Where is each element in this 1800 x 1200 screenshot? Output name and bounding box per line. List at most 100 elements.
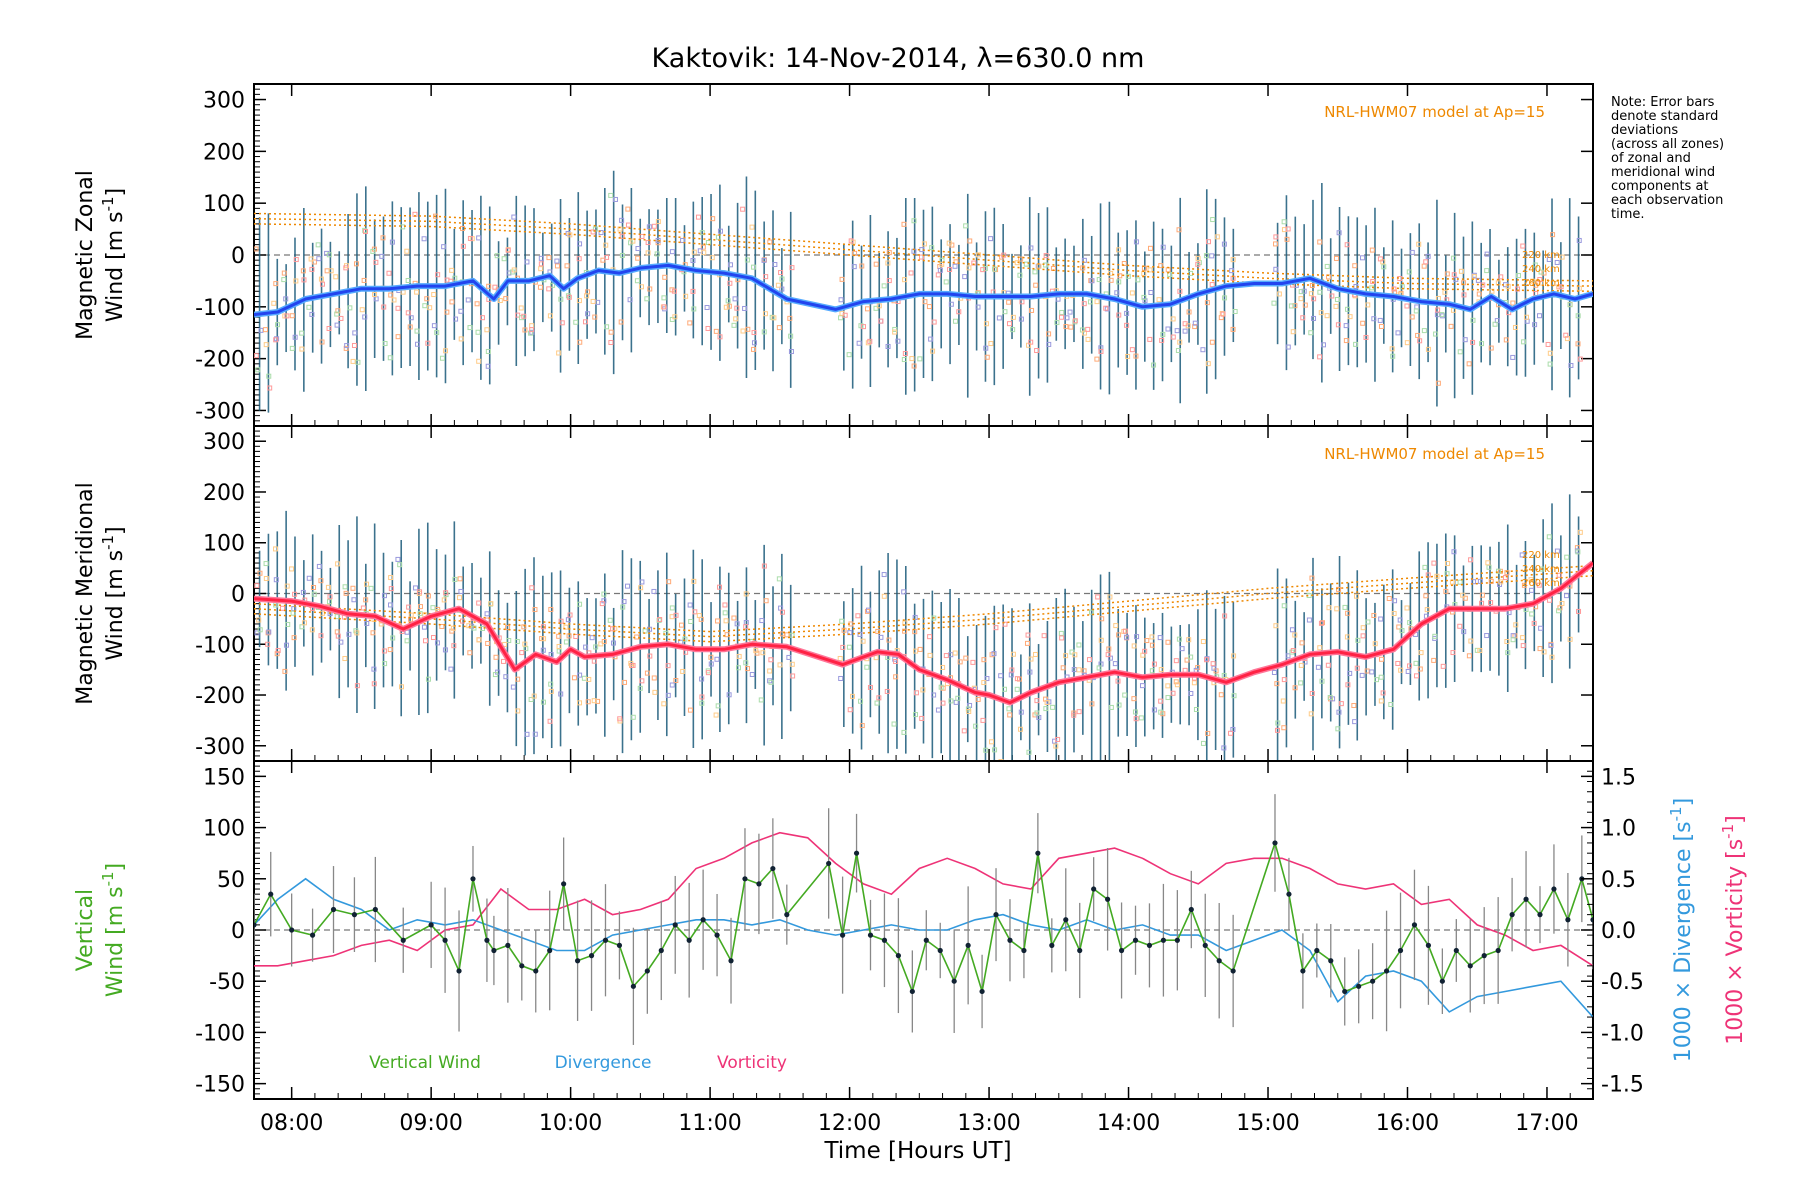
zone-wind-sample: [1492, 321, 1498, 327]
zone-wind-sample: [1575, 313, 1581, 319]
zone-wind-sample: [1018, 709, 1024, 715]
zone-wind-sample: [300, 268, 306, 274]
vertical-wind-point: [630, 983, 636, 989]
zone-wind-sample: [1417, 666, 1423, 672]
zone-wind-sample: [1087, 657, 1093, 663]
zone-wind-sample: [434, 640, 440, 646]
zone-wind-sample: [1336, 230, 1342, 236]
zone-wind-sample: [338, 315, 344, 321]
hwm-model-label: NRL-HWM07 model at Ap=15: [1324, 445, 1545, 463]
zone-wind-sample: [1498, 274, 1504, 280]
zone-wind-sample: [387, 355, 393, 361]
meridional-wind-panel: 300 200 100 0 -100 -200 -300 Magnetic Meridiona…: [73, 425, 1594, 762]
zone-wind-sample: [388, 586, 394, 592]
zone-wind-sample: [1232, 309, 1238, 315]
vertical-wind-point: [505, 942, 511, 948]
zone-wind-sample: [1191, 680, 1197, 686]
zone-wind-sample: [1141, 265, 1147, 271]
zone-wind-sample: [1414, 673, 1420, 679]
zone-wind-sample: [1043, 706, 1049, 712]
zone-wind-sample: [1468, 557, 1474, 563]
zone-wind-sample: [1496, 568, 1502, 574]
zone-wind-sample: [353, 261, 359, 267]
zone-wind-sample: [299, 346, 305, 352]
zone-wind-sample: [354, 683, 360, 689]
vertical-wind-point: [484, 937, 490, 943]
zone-wind-sample: [334, 311, 340, 317]
vertical-wind-point: [1202, 942, 1208, 948]
zone-wind-sample: [619, 217, 625, 223]
zone-wind-sample: [1531, 620, 1537, 626]
zone-wind-sample: [611, 640, 617, 646]
zone-wind-sample: [352, 330, 358, 336]
zone-wind-sample: [699, 230, 705, 236]
zone-wind-sample: [476, 600, 482, 606]
zone-wind-sample: [1211, 665, 1217, 671]
zone-wind-sample: [263, 327, 269, 333]
zone-wind-sample: [971, 260, 977, 266]
zone-wind-sample: [300, 589, 306, 595]
zone-wind-sample: [1333, 303, 1339, 309]
zone-wind-sample: [1521, 582, 1527, 588]
zone-wind-sample: [1325, 662, 1331, 668]
zone-wind-sample: [857, 631, 863, 637]
zone-wind-sample: [777, 662, 783, 668]
zone-wind-sample: [1275, 720, 1281, 726]
zone-wind-sample: [743, 624, 749, 630]
zone-wind-sample: [488, 601, 494, 607]
zone-wind-sample: [1329, 293, 1335, 299]
zone-wind-sample: [1182, 328, 1188, 334]
zone-wind-sample: [359, 307, 365, 313]
zone-wind-sample: [1089, 278, 1095, 284]
zone-wind-sample: [639, 579, 645, 585]
zone-wind-sample: [1274, 681, 1280, 687]
vertical-wind-point: [1425, 942, 1432, 948]
zone-wind-sample: [1072, 318, 1078, 324]
zone-wind-sample: [710, 216, 716, 222]
zone-wind-sample: [1204, 657, 1210, 663]
zone-wind-sample: [931, 615, 937, 621]
zone-wind-sample: [740, 328, 746, 334]
zone-wind-sample: [1378, 698, 1384, 704]
zone-wind-sample: [1461, 629, 1467, 635]
zone-wind-sample: [1002, 621, 1008, 627]
zone-wind-sample: [254, 583, 260, 589]
zone-wind-sample: [382, 661, 388, 667]
zone-wind-sample: [1188, 654, 1194, 660]
zone-wind-sample: [422, 303, 428, 309]
zone-wind-sample: [1094, 299, 1100, 305]
zone-wind-sample: [902, 620, 908, 626]
hwm-height-label: 260 km: [1522, 578, 1560, 589]
zone-wind-sample: [1353, 341, 1359, 347]
zone-wind-sample: [1414, 304, 1420, 310]
zone-wind-sample: [1396, 624, 1402, 630]
y-tick-label: -50: [209, 970, 245, 995]
zone-wind-sample: [505, 247, 511, 253]
zone-wind-sample: [926, 304, 932, 310]
zone-wind-sample: [1085, 336, 1091, 342]
zone-wind-sample: [1138, 715, 1144, 721]
zone-wind-sample: [1404, 605, 1410, 611]
zone-wind-sample: [1371, 316, 1377, 322]
zone-wind-sample: [1389, 346, 1395, 352]
zone-wind-sample: [700, 244, 706, 250]
zone-wind-sample: [680, 668, 686, 674]
vertical-wind-point: [1146, 942, 1153, 948]
y-tick-label: -200: [195, 348, 245, 373]
vertical-wind-point: [965, 942, 971, 948]
zone-wind-sample: [1184, 657, 1190, 663]
zone-wind-sample: [1139, 683, 1145, 689]
zone-wind-sample: [902, 628, 908, 634]
vertical-wind-point: [881, 937, 888, 943]
zone-wind-sample: [734, 305, 740, 311]
zone-wind-sample: [1017, 726, 1023, 732]
zone-wind-sample: [991, 651, 997, 657]
zone-wind-sample: [1044, 699, 1050, 705]
zone-wind-sample: [654, 251, 660, 257]
zone-wind-sample: [901, 221, 907, 227]
zone-wind-sample: [901, 589, 907, 595]
zone-wind-sample: [699, 694, 705, 700]
zone-wind-sample: [998, 673, 1004, 679]
zone-wind-sample: [715, 618, 721, 624]
vertical-wind-point: [1286, 891, 1292, 897]
